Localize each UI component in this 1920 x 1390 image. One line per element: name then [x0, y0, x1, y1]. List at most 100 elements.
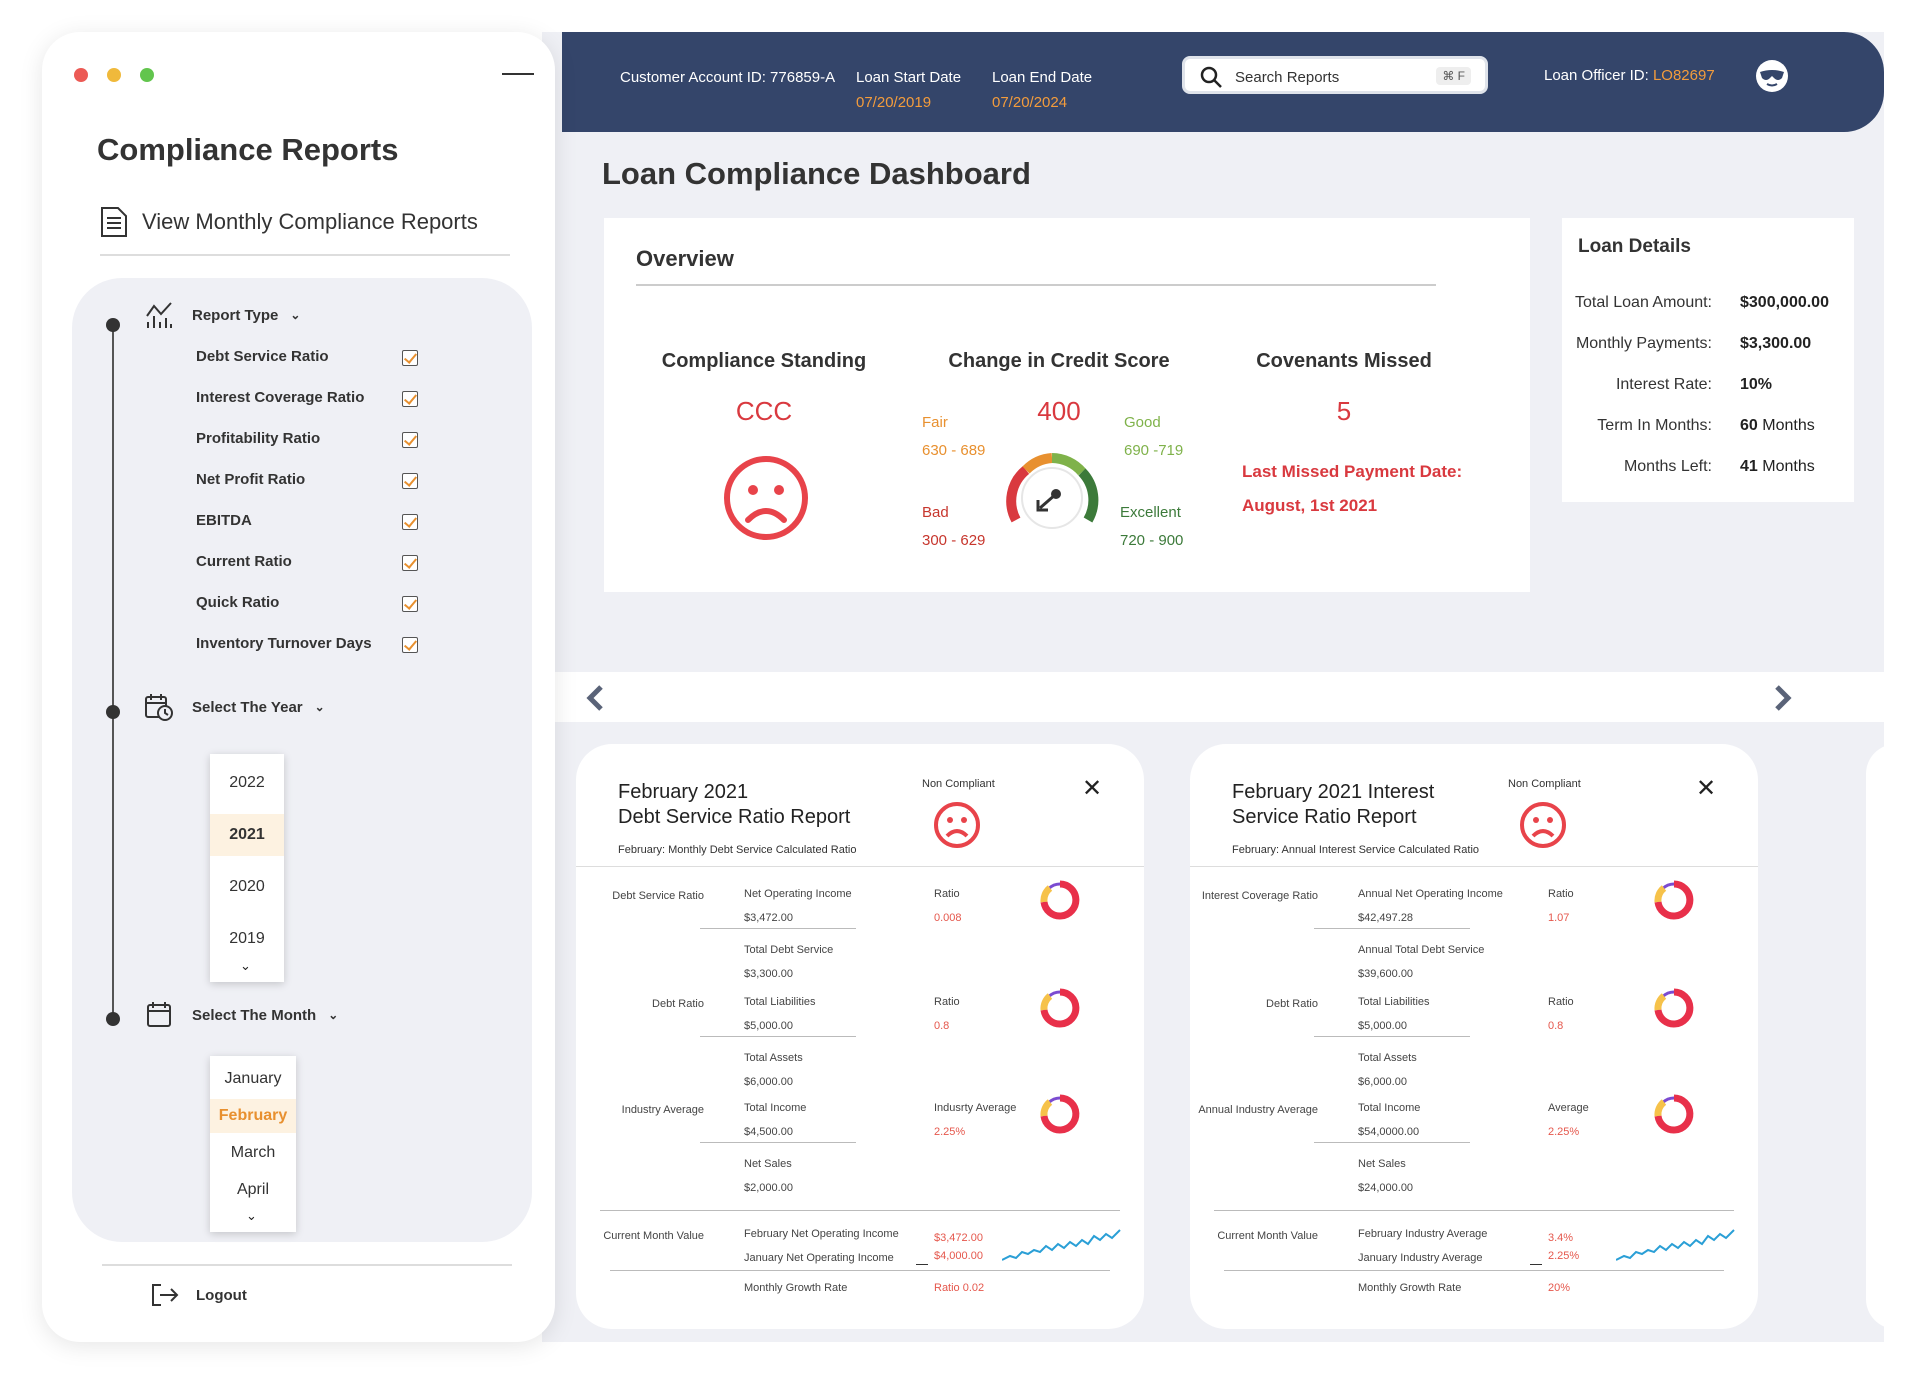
search-input[interactable]: Search Reports ⌘ F: [1182, 56, 1488, 94]
month-option[interactable]: January: [224, 1070, 282, 1087]
close-icon[interactable]: ✕: [1082, 775, 1103, 802]
month-option[interactable]: April: [236, 1181, 269, 1198]
compliance-standing-label: Compliance Standing: [661, 350, 867, 372]
loan-detail-label: Interest Rate:: [1615, 376, 1712, 393]
metric-a-value: $3,472.00: [744, 912, 793, 924]
avatar-icon[interactable]: [1754, 58, 1790, 94]
metric-name: Debt Ratio: [1266, 998, 1318, 1010]
metric-divider: [700, 1036, 856, 1037]
loan-detail-unit: Months: [1757, 417, 1815, 434]
chevron-down-icon[interactable]: ⌄: [246, 1208, 257, 1223]
month-dropdown[interactable]: Select The Month ⌄: [144, 1000, 338, 1030]
year-option[interactable]: 2021: [210, 814, 284, 856]
report-type-item[interactable]: Quick Ratio: [196, 594, 280, 611]
close-icon[interactable]: ✕: [1696, 775, 1717, 802]
filter-panel: Report Type ⌄ Debt Service Ratio Interest…: [72, 278, 532, 1242]
minimize-window-button[interactable]: [107, 68, 121, 82]
metric-c-value: Ratio 0.02: [934, 1282, 985, 1294]
month-options: January February March April ⌄: [210, 1056, 296, 1232]
report-type-dropdown[interactable]: Report Type ⌄: [144, 300, 300, 330]
chart-icon: [146, 302, 172, 328]
report-type-item[interactable]: Profitability Ratio: [196, 430, 321, 447]
report-type-checkbox[interactable]: [402, 555, 418, 571]
search-shortcut: ⌘ F: [1436, 67, 1471, 85]
chevron-down-icon: ⌄: [314, 700, 325, 714]
loan-detail-number: $300,000.00: [1740, 294, 1829, 311]
month-option[interactable]: March: [230, 1144, 276, 1161]
minimize-icon[interactable]: [502, 73, 534, 75]
metric-divider: [700, 928, 856, 929]
metric-a-label: Annual Net Operating Income: [1358, 888, 1503, 900]
growth-sparkline-icon: [1616, 1229, 1735, 1261]
metric-b-value: $3,300.00: [744, 968, 793, 980]
bad-label: Bad: [922, 504, 949, 521]
sad-face-icon: [724, 456, 808, 540]
minus-sign: [916, 1264, 928, 1265]
compliance-standing-value: CCC: [735, 396, 793, 426]
top-bar: Customer Account ID: 776859-A Loan Start…: [562, 32, 1884, 132]
sidebar: Compliance Reports View Monthly Complian…: [42, 32, 555, 1342]
ratio-donut-icon: [1040, 988, 1080, 1028]
report-type-item[interactable]: Current Ratio: [196, 553, 292, 570]
report-type-checkbox[interactable]: [402, 514, 418, 530]
chevron-left-icon[interactable]: [584, 684, 606, 712]
logout-button[interactable]: Logout: [150, 1282, 247, 1308]
report-type-checkbox[interactable]: [402, 596, 418, 612]
good-range: 690 -719: [1124, 442, 1184, 459]
calendar-clock-icon: [145, 694, 173, 721]
year-option[interactable]: 2020: [229, 878, 265, 895]
overview-card: Overview Compliance Standing CCC Change …: [604, 218, 1530, 592]
chevron-right-icon[interactable]: [1772, 684, 1794, 712]
report-type-item[interactable]: Net Profit Ratio: [196, 471, 306, 488]
report-type-checkbox[interactable]: [402, 473, 418, 489]
sad-face-icon: [1520, 802, 1566, 848]
metric-divider: [1224, 1270, 1724, 1271]
report-type-item[interactable]: Debt Service Ratio: [196, 348, 329, 365]
loan-detail-value: 60 Months: [1740, 417, 1815, 435]
report-title-line: Debt Service Ratio Report: [618, 806, 851, 828]
report-type-checkbox[interactable]: [402, 350, 418, 366]
report-type-checkbox[interactable]: [402, 391, 418, 407]
month-label: Select The Month: [192, 1006, 317, 1024]
year-dropdown[interactable]: Select The Year ⌄: [144, 692, 325, 722]
metric-a-value: $4,500.00: [744, 1126, 793, 1138]
overview-title: Overview: [636, 246, 734, 271]
metric-b-value: $24,000.00: [1358, 1182, 1414, 1194]
month-option[interactable]: February: [210, 1099, 296, 1133]
metric-b-label: Net Sales: [1358, 1158, 1406, 1170]
maximize-window-button[interactable]: [140, 68, 154, 82]
report-divider: [1190, 866, 1758, 867]
loan-detail-value: $3,300.00: [1740, 335, 1811, 353]
bad-range: 300 - 629: [922, 532, 986, 549]
metric-b-value: $4,000.00: [934, 1250, 983, 1262]
metric-a-value: $3,472.00: [934, 1232, 983, 1244]
minus-sign: [1530, 1264, 1542, 1265]
year-option[interactable]: 2019: [229, 930, 265, 947]
metric-c-label: Monthly Growth Rate: [1358, 1282, 1462, 1294]
loan-officer-value: LO82697: [1652, 67, 1715, 84]
view-monthly-reports-link[interactable]: View Monthly Compliance Reports: [100, 206, 510, 256]
metric-divider: [1314, 928, 1470, 929]
metric-divider: [600, 1210, 1120, 1211]
metric-divider: [610, 1270, 1110, 1271]
metric-ratio-label: Ratio: [934, 996, 960, 1008]
report-type-checkbox[interactable]: [402, 637, 418, 653]
loan-details-title: Loan Details: [1578, 236, 1691, 257]
status-label: Non Compliant: [922, 778, 995, 790]
loan-detail-value: 10%: [1740, 376, 1772, 394]
report-type-item[interactable]: Interest Coverage Ratio: [196, 389, 365, 406]
close-window-button[interactable]: [74, 68, 88, 82]
metric-name: Debt Service Ratio: [612, 890, 704, 902]
year-option[interactable]: 2022: [229, 774, 265, 791]
report-type-checkbox[interactable]: [402, 432, 418, 448]
report-type-item[interactable]: EBITDA: [196, 512, 252, 529]
report-subtitle: February: Annual Interest Service Calcul…: [1232, 844, 1480, 856]
report-type-item[interactable]: Inventory Turnover Days: [196, 635, 372, 652]
metric-a-value: $5,000.00: [744, 1020, 793, 1032]
loan-detail-number: 60: [1740, 417, 1758, 434]
ratio-donut-icon: [1040, 880, 1080, 920]
metric-a-label: Total Income: [1358, 1102, 1421, 1114]
chevron-down-icon[interactable]: ⌄: [240, 958, 251, 973]
last-missed-value: August, 1st 2021: [1242, 496, 1378, 515]
metric-ratio-label: Indusrty Average: [934, 1102, 1017, 1114]
